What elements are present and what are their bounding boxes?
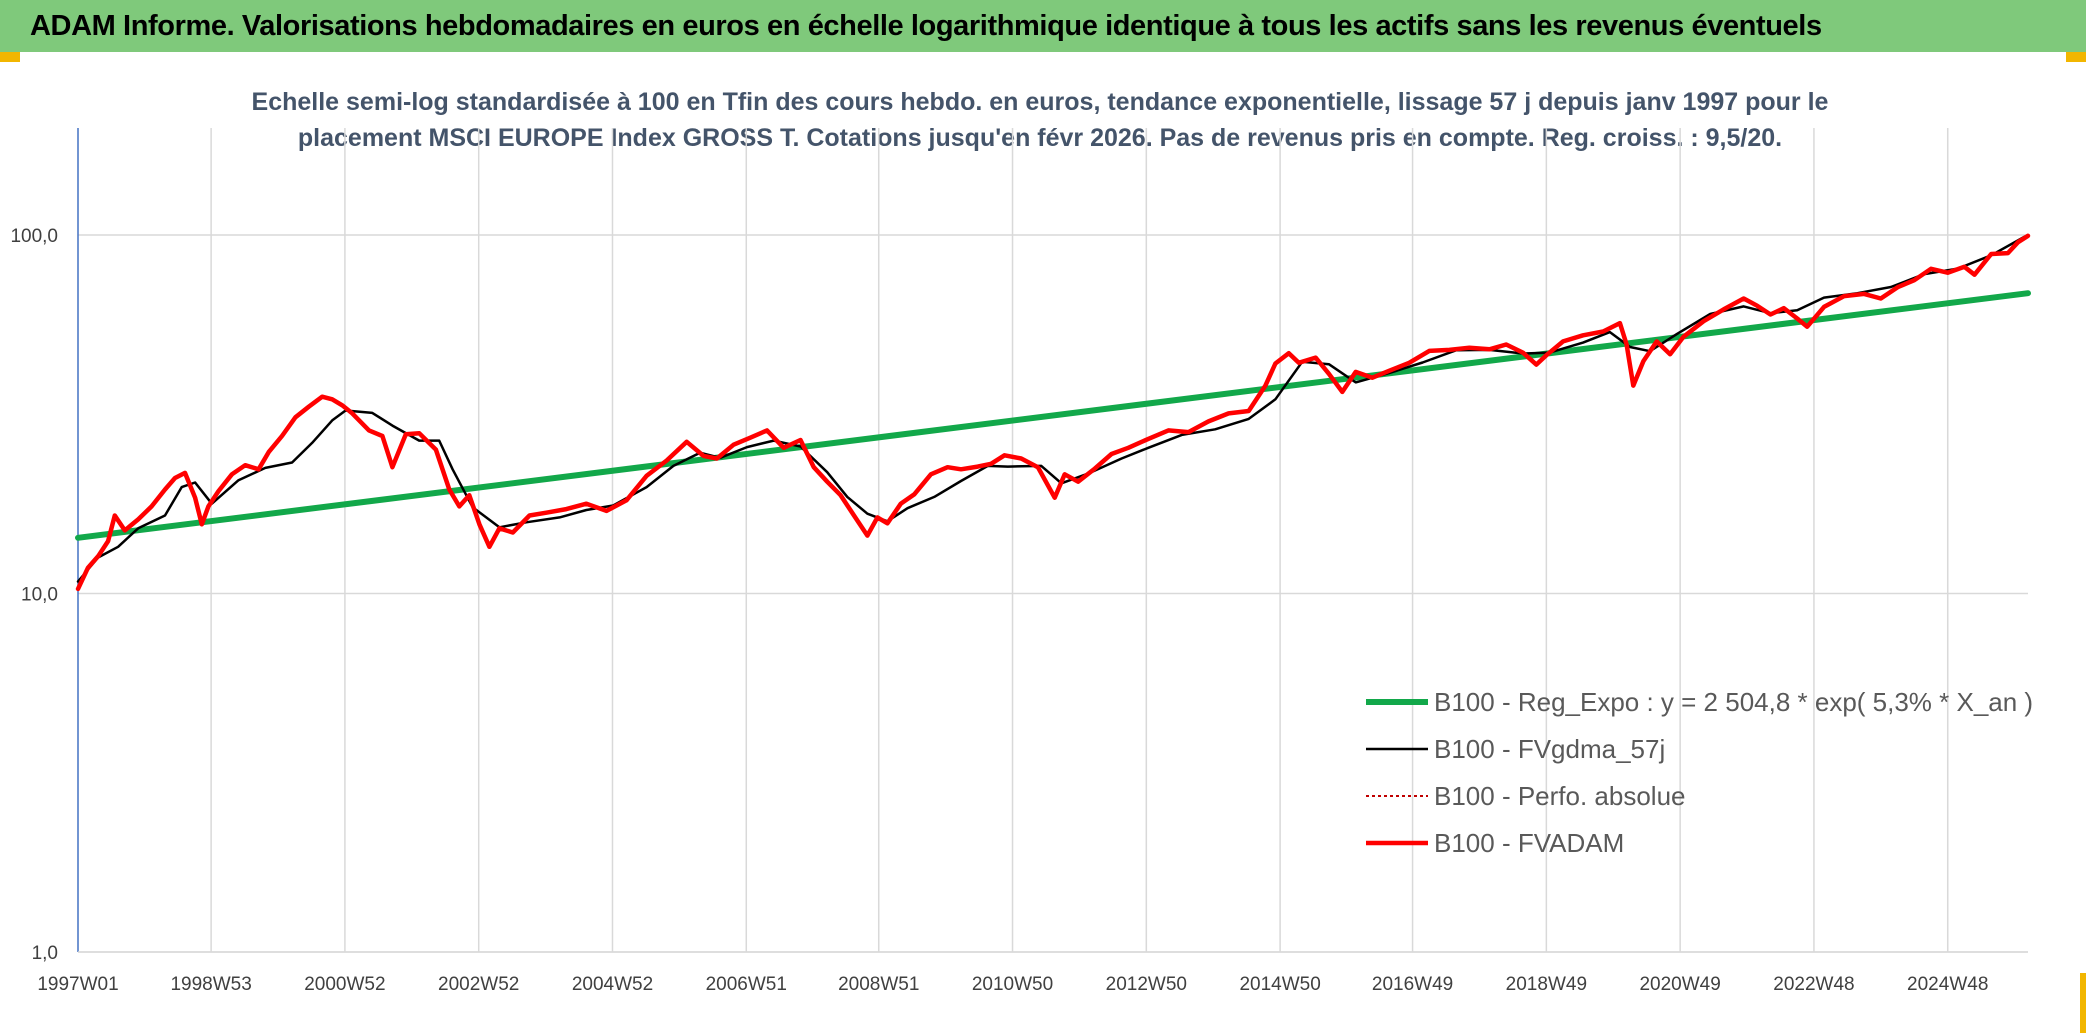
x-tick-label: 2004W52 (572, 974, 653, 995)
x-tick-label: 2020W49 (1639, 974, 1720, 995)
x-tick-label: 1998W53 (170, 974, 251, 995)
series-group (75, 233, 2031, 592)
gridlines (78, 128, 2028, 953)
y-axis: 1,0 10,0 100,0 (10, 128, 79, 964)
x-tick-label: 2010W50 (972, 974, 1053, 995)
legend-label-1: B100 - FVgdma_57j (1434, 734, 1665, 764)
chart-title: Echelle semi-log standardisée à 100 en T… (251, 88, 1829, 152)
legend: B100 - Reg_Expo : y = 2 504,8 * exp( 5,3… (1366, 687, 2033, 858)
x-tick-label: 2008W51 (838, 974, 919, 995)
y-tick-label: 10,0 (21, 585, 58, 606)
legend-label-3: B100 - FVADAM (1434, 828, 1624, 858)
report-title: ADAM Informe. Valorisations hebdomadaire… (30, 10, 1822, 42)
series-line-0 (75, 290, 2031, 541)
corner-mark-right (2066, 52, 2086, 62)
series-line-3 (75, 233, 2031, 592)
x-tick-label: 2022W48 (1773, 974, 1854, 995)
x-tick-label: 2000W52 (304, 974, 385, 995)
header-bar: ADAM Informe. Valorisations hebdomadaire… (0, 0, 2086, 52)
x-tick-label: 2024W48 (1907, 974, 1988, 995)
series-line-1 (76, 235, 2026, 583)
x-tick-label: 2012W50 (1106, 974, 1187, 995)
corner-mark-left (0, 52, 20, 62)
legend-label-2: B100 - Perfo. absolue (1434, 781, 1686, 811)
x-tick-label: 2002W52 (438, 974, 519, 995)
x-tick-label: 2006W51 (706, 974, 787, 995)
y-tick-label: 100,0 (10, 226, 58, 247)
x-tick-label: 2014W50 (1239, 974, 1320, 995)
x-tick-label: 2018W49 (1506, 974, 1587, 995)
x-tick-label: 1997W01 (37, 974, 118, 995)
legend-label-0: B100 - Reg_Expo : y = 2 504,8 * exp( 5,3… (1434, 687, 2033, 717)
y-tick-label: 1,0 (32, 943, 58, 964)
corner-mark-bottom-right (2080, 973, 2086, 1033)
x-axis: 1997W01 1998W53 2000W52 2002W52 2004W52 2006W… (37, 951, 2028, 995)
x-tick-label: 2016W49 (1372, 974, 1453, 995)
